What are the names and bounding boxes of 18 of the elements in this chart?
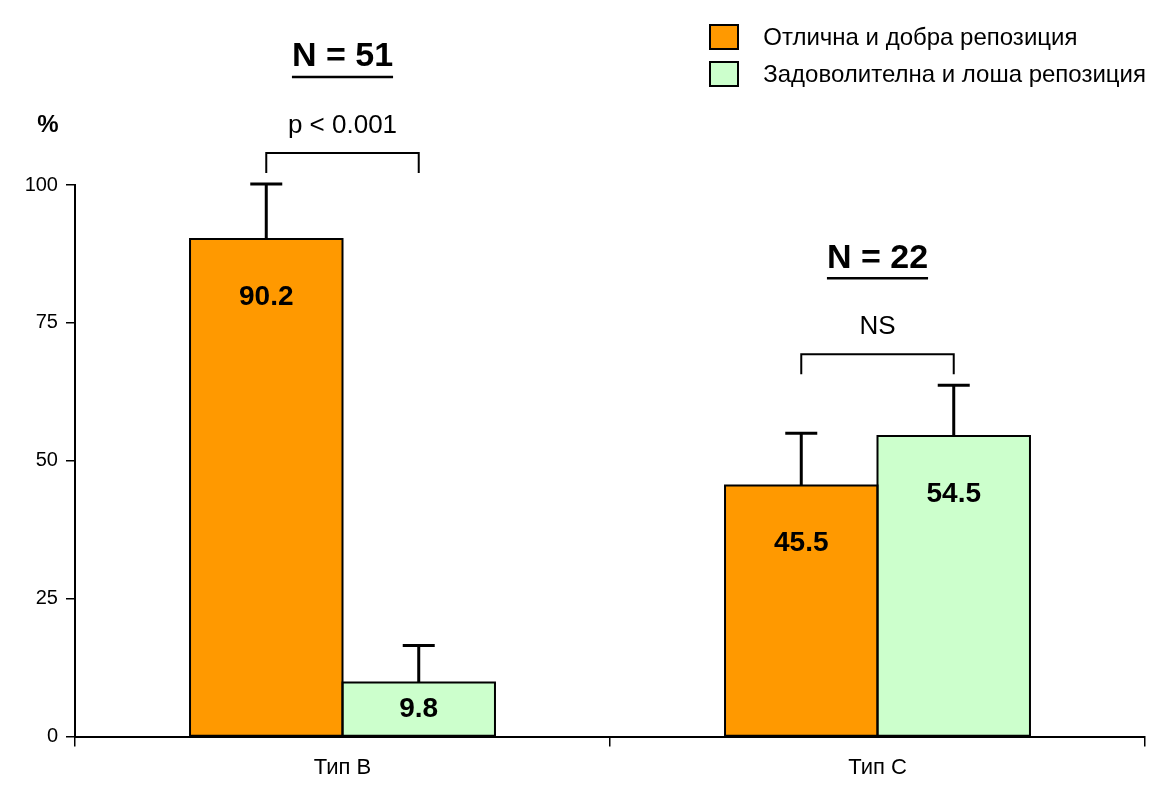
- y-tick-label: 50: [35, 448, 58, 471]
- x-tick-label: Тип C: [848, 753, 907, 779]
- data-label: 45.5: [774, 526, 829, 558]
- legend-label: Отлична и добра репозиция: [763, 22, 1078, 51]
- annotation: N = 22: [826, 236, 929, 275]
- y-tick-label: 75: [35, 310, 58, 333]
- text: N = 51: [291, 35, 394, 74]
- legend-label: Задоволителна и лоша репозиция: [763, 59, 1146, 88]
- annotation: NS: [859, 310, 896, 341]
- text: p < 0.001: [287, 109, 398, 140]
- x-tick-label: Тип B: [313, 753, 372, 779]
- y-tick-label: 0: [46, 724, 58, 747]
- data-label: 54.5: [926, 476, 981, 508]
- data-label: 9.8: [399, 691, 439, 723]
- data-label: 90.2: [239, 279, 294, 311]
- y-tick-label: 25: [35, 586, 58, 609]
- y-tick-label: 100: [24, 172, 58, 195]
- y-axis-title: %: [37, 109, 59, 137]
